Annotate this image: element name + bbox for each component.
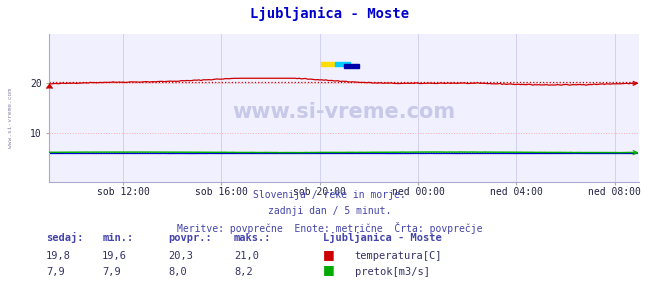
Text: Ljubljanica - Moste: Ljubljanica - Moste (250, 7, 409, 21)
Text: 7,9: 7,9 (102, 267, 121, 277)
Text: ■: ■ (323, 248, 335, 261)
Text: www.si-vreme.com: www.si-vreme.com (8, 89, 13, 148)
Text: 8,2: 8,2 (234, 267, 252, 277)
Text: www.si-vreme.com: www.si-vreme.com (233, 102, 456, 122)
Text: ■: ■ (323, 263, 335, 276)
Text: povpr.:: povpr.: (168, 233, 212, 243)
Text: temperatura[C]: temperatura[C] (355, 252, 442, 261)
Text: 8,0: 8,0 (168, 267, 186, 277)
Text: Meritve: povprečne  Enote: metrične  Črta: povprečje: Meritve: povprečne Enote: metrične Črta:… (177, 222, 482, 234)
Text: 7,9: 7,9 (46, 267, 65, 277)
Bar (335, 62, 350, 67)
Text: pretok[m3/s]: pretok[m3/s] (355, 267, 430, 277)
Text: Ljubljanica - Moste: Ljubljanica - Moste (323, 232, 442, 243)
Text: 19,8: 19,8 (46, 252, 71, 261)
Text: Slovenija / reke in morje.: Slovenija / reke in morje. (253, 190, 406, 200)
Text: maks.:: maks.: (234, 233, 272, 243)
Bar (321, 62, 335, 67)
Text: min.:: min.: (102, 233, 133, 243)
Text: zadnji dan / 5 minut.: zadnji dan / 5 minut. (268, 206, 391, 216)
Text: 19,6: 19,6 (102, 252, 127, 261)
Text: sedaj:: sedaj: (46, 232, 84, 243)
Text: 20,3: 20,3 (168, 252, 193, 261)
Text: 21,0: 21,0 (234, 252, 259, 261)
Bar (345, 64, 359, 68)
